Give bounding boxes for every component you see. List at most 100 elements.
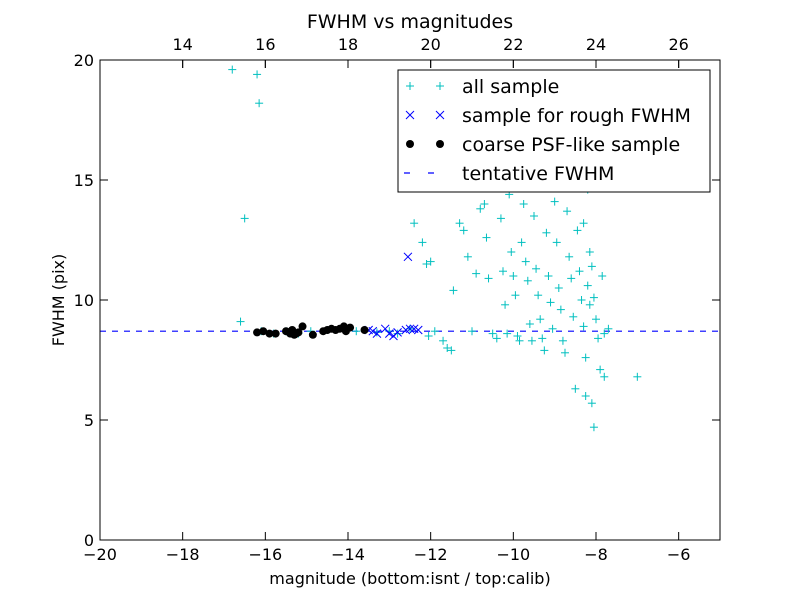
plot-frame <box>99 59 721 541</box>
rough-fwhm-point-b <box>393 328 402 337</box>
all-sample-point <box>525 320 534 328</box>
all-sample-point <box>519 200 528 208</box>
all-sample-point <box>577 296 586 304</box>
rough-fwhm-point-b <box>409 324 419 334</box>
legend-marker-coarse <box>436 140 444 148</box>
all-sample-point <box>567 274 576 283</box>
all-sample-point <box>228 65 237 74</box>
top-tick-label: 22 <box>503 35 523 54</box>
all-sample-point <box>503 329 512 338</box>
top-tick-label: 26 <box>668 35 688 54</box>
top-tick-label: 24 <box>586 35 606 54</box>
all-sample-point <box>455 219 464 228</box>
all-sample-point <box>583 281 592 290</box>
all-sample-point <box>517 238 526 247</box>
all-sample-point <box>439 336 448 345</box>
all-sample-point <box>594 334 603 343</box>
all-sample-point <box>569 312 578 321</box>
all-sample-point <box>565 252 574 261</box>
rough-fwhm-point <box>405 324 415 334</box>
all-sample-point <box>540 346 549 355</box>
legend-box <box>397 69 711 193</box>
all-sample-point <box>579 219 588 228</box>
all-sample-point <box>463 252 472 261</box>
x-tick-label: −6 <box>667 545 691 564</box>
all-sample-point <box>430 327 439 336</box>
legend-marker-all <box>406 82 414 90</box>
all-sample-point <box>424 332 433 340</box>
all-sample-point <box>513 332 522 340</box>
rough-fwhm-point-b <box>368 326 378 336</box>
all-sample-point <box>410 219 419 228</box>
all-sample-point <box>546 298 555 307</box>
rough-fwhm-point-b <box>384 329 394 338</box>
coarse-psf-point <box>346 323 355 332</box>
all-sample-point <box>422 260 431 268</box>
all-sample-point <box>499 267 507 276</box>
coarse-psf-points <box>253 322 369 339</box>
top-tick-label: 16 <box>255 35 275 54</box>
x-tick-label: −14 <box>331 545 365 564</box>
all-sample-point <box>556 305 565 314</box>
legend-label: sample for rough FWHM <box>462 105 691 127</box>
all-sample-point <box>352 327 361 336</box>
all-sample-point <box>585 300 594 309</box>
coarse-psf-point <box>265 329 274 338</box>
coarse-psf-point <box>271 329 280 338</box>
legend-marker-all <box>436 82 444 90</box>
rough-fwhm-point <box>413 325 423 335</box>
all-sample-point <box>581 392 590 400</box>
coarse-psf-point <box>298 322 307 331</box>
all-sample-point <box>492 334 501 343</box>
all-sample-point <box>571 384 580 393</box>
all-sample-point <box>468 327 476 336</box>
coarse-psf-point <box>360 326 369 334</box>
all-sample-point <box>523 276 532 285</box>
all-sample-point <box>255 99 264 108</box>
rough-fwhm-point <box>372 329 382 338</box>
rough-fwhm-point <box>368 326 378 336</box>
all-sample-point <box>589 423 598 432</box>
rough-fwhm-point <box>393 328 402 337</box>
y-tick-label: 0 <box>84 531 94 550</box>
all-sample-point <box>530 212 538 220</box>
legend-marker-rough-b <box>405 110 415 120</box>
all-sample-point <box>393 329 402 338</box>
all-sample-point <box>552 238 561 247</box>
all-sample-point <box>542 228 551 237</box>
all-sample-point <box>484 274 493 283</box>
x-tick-label: −16 <box>248 545 282 564</box>
all-sample-point <box>600 329 609 338</box>
all-sample-point <box>575 267 584 276</box>
all-sample-point <box>604 324 613 333</box>
all-sample-point <box>472 269 481 278</box>
coarse-psf-point <box>253 328 262 337</box>
all-sample-point <box>480 200 489 208</box>
all-sample-point <box>589 293 598 302</box>
all-sample-point <box>554 284 563 292</box>
x-tick-label: −10 <box>496 545 530 564</box>
all-sample-point <box>482 233 491 242</box>
coarse-psf-point <box>294 328 303 337</box>
all-sample-point <box>488 329 497 338</box>
y-tick-label: 20 <box>74 51 94 70</box>
rough-fwhm-point-b <box>372 329 382 338</box>
legend-marker-rough <box>405 110 415 120</box>
all-sample-point <box>587 262 596 271</box>
all-sample-point <box>538 334 547 343</box>
all-sample-point <box>633 372 642 381</box>
legend-marker-coarse <box>406 140 414 148</box>
top-tick-label: 20 <box>420 35 440 54</box>
all-sample-point <box>550 197 559 206</box>
axis-ticks: −20 −18 −16 −14 −12 −10 −8 −6 0 5 10 15 20 14 16 18 20 22… <box>74 35 720 564</box>
legend: all sample sample for rough FWHM coarse PS… <box>397 69 711 193</box>
all-sample-point <box>507 248 516 256</box>
all-sample-point <box>544 272 553 280</box>
all-sample-point <box>563 207 572 216</box>
all-sample-point <box>581 353 590 362</box>
all-sample-point <box>511 291 520 300</box>
rough-fwhm-point <box>403 252 413 262</box>
x-axis-label: magnitude (bottom:isnt / top:calib) <box>269 569 550 588</box>
all-sample-point <box>501 300 510 309</box>
